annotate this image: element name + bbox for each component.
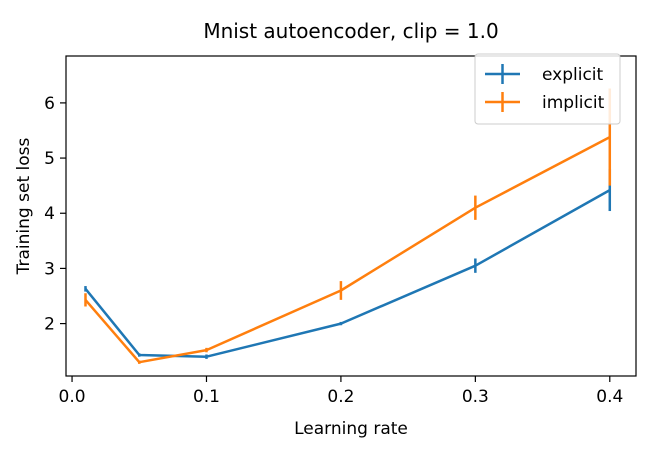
x-tick-label: 0.2 (327, 387, 354, 407)
x-tick-label: 0.1 (193, 387, 220, 407)
y-tick-label: 4 (44, 204, 55, 224)
legend-box (474, 53, 621, 125)
series-line-explicit (84, 189, 611, 358)
chart-title: Mnist autoencoder, clip = 1.0 (203, 19, 498, 43)
legend-label-explicit: explicit (542, 65, 604, 85)
series-line-implicit (84, 135, 611, 364)
ticks-layer: 0.0 0.1 0.2 0.3 0.4 2 3 4 5 6 (44, 94, 623, 407)
plot-area-frame (65, 55, 637, 377)
x-tick-label: 0.3 (462, 387, 489, 407)
y-axis-label: Training set loss (14, 138, 34, 276)
legend-label-implicit: implicit (542, 93, 605, 113)
y-tick-label: 6 (44, 94, 55, 114)
y-tick-label: 3 (44, 259, 55, 279)
x-axis-label: Learning rate (294, 419, 408, 439)
x-tick-label: 0.4 (596, 387, 623, 407)
legend: explicit implicit (474, 53, 621, 125)
x-tick-label: 0.0 (59, 387, 86, 407)
y-tick-label: 5 (44, 149, 55, 169)
y-tick-label: 2 (44, 315, 55, 335)
series-layer (84, 88, 612, 364)
